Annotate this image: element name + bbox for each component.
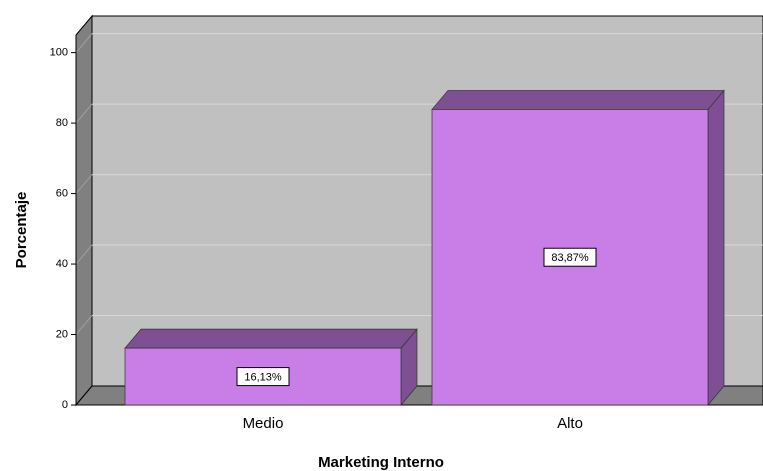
bar-side [707, 89, 725, 406]
x-axis-title: Marketing Interno [318, 454, 444, 471]
grid-line [75, 244, 93, 265]
bar-top [431, 90, 725, 110]
grid-line [75, 103, 93, 124]
y-axis-title: Porcentaje [13, 192, 30, 269]
x-tick-label: Alto [557, 415, 583, 432]
grid-line [75, 33, 93, 53]
y-tick-label: 100 [50, 47, 68, 59]
left-wall [75, 14, 93, 407]
y-tick-label: 60 [56, 187, 68, 199]
y-tick-label: 80 [56, 117, 68, 129]
y-tick-label: 20 [56, 328, 68, 340]
y-tick-label: 40 [56, 258, 68, 270]
value-label-box [236, 367, 290, 387]
x-tick-label: Medio [243, 415, 284, 432]
value-label: 16,13% [244, 371, 282, 383]
grid-line [75, 315, 93, 335]
value-label: 83,87% [551, 252, 589, 264]
value-label-box [543, 247, 597, 267]
bar-top [124, 328, 418, 349]
grid-line [75, 174, 93, 194]
y-tick-label: 0 [62, 399, 68, 411]
